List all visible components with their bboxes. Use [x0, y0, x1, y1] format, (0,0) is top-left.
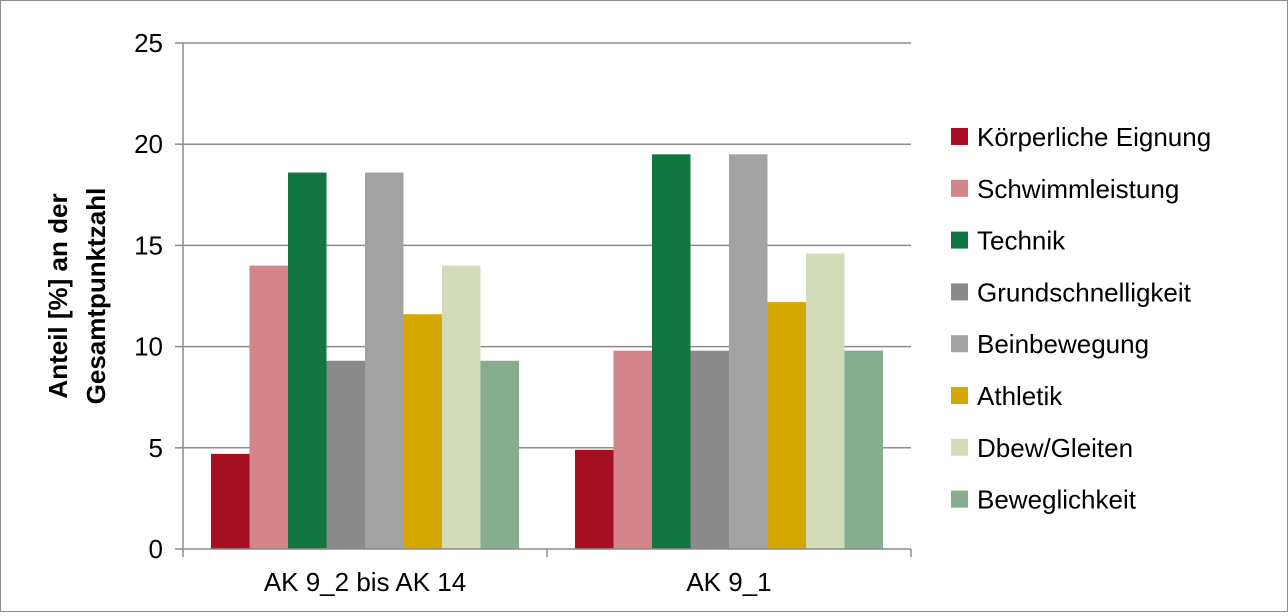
y-tick-label: 15	[134, 230, 163, 260]
legend-label: Dbew/Gleiten	[977, 433, 1133, 463]
bars	[211, 154, 883, 549]
bar-k-rperliche-eignung-1	[575, 449, 614, 549]
y-axis-label-line: Anteil [%] an der	[43, 193, 73, 398]
bar-athletik-1	[767, 302, 806, 549]
legend-swatch	[951, 335, 968, 353]
bar-dbew-gleiten-1	[806, 253, 845, 549]
legend-label: Beinbewegung	[977, 329, 1149, 359]
bar-k-rperliche-eignung-0	[211, 453, 250, 549]
legend-label: Schwimmleistung	[977, 174, 1179, 204]
x-category-label: AK 9_1	[686, 567, 771, 597]
legend-swatch	[951, 231, 968, 249]
bar-beinbewegung-1	[729, 154, 768, 549]
legend-swatch	[951, 283, 968, 301]
legend-label: Beweglichkeit	[977, 485, 1137, 515]
legend: Körperliche Eignung Schwimmleistung Techni…	[951, 122, 1211, 515]
y-tick-labels: 0 5 10 15 20 25	[134, 28, 163, 564]
y-tick-label: 10	[134, 332, 163, 362]
legend-label: Körperliche Eignung	[977, 122, 1211, 152]
legend-label: Technik	[977, 226, 1066, 256]
bar-beinbewegung-0	[365, 172, 404, 549]
y-tick-label: 0	[149, 534, 163, 564]
y-axis-label-line: Gesamtpunktzahl	[81, 188, 111, 405]
x-category-label: AK 9_2 bis AK 14	[264, 567, 466, 597]
legend-label: Athletik	[977, 381, 1063, 411]
axes	[175, 42, 912, 557]
y-axis-label: Anteil [%] an der Gesamtpunktzahl	[43, 188, 111, 405]
y-tick-label: 20	[134, 129, 163, 159]
bar-grundschnelligkeit-1	[690, 350, 729, 549]
x-category-labels: AK 9_2 bis AK 14 AK 9_1	[264, 567, 772, 597]
bar-technik-1	[652, 154, 691, 549]
legend-label: Grundschnelligkeit	[977, 277, 1192, 307]
bar-athletik-0	[403, 314, 442, 549]
bar-technik-0	[288, 172, 327, 549]
bar-schwimmleistung-0	[249, 265, 288, 549]
bar-beweglichkeit-0	[480, 360, 519, 549]
y-tick-label: 5	[149, 433, 163, 463]
legend-swatch	[951, 387, 968, 404]
legend-swatch	[951, 438, 968, 456]
legend-swatch	[951, 128, 968, 145]
legend-swatch	[951, 179, 968, 197]
bar-schwimmleistung-1	[613, 350, 652, 549]
bar-dbew-gleiten-0	[442, 265, 481, 549]
bar-beweglichkeit-1	[844, 350, 883, 549]
y-tick-label: 25	[134, 28, 163, 58]
bar-grundschnelligkeit-0	[326, 360, 365, 549]
legend-swatch	[951, 490, 968, 508]
